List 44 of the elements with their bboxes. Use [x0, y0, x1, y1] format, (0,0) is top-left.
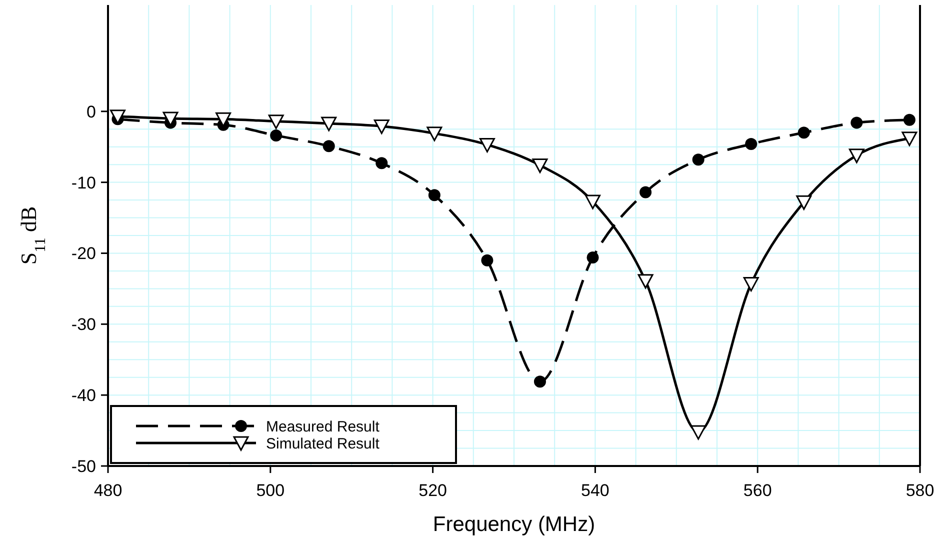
point — [903, 114, 916, 126]
point — [902, 132, 918, 146]
point — [479, 138, 495, 152]
point — [376, 157, 388, 170]
x-tick-label: 540 — [581, 481, 610, 500]
legend-item: Simulated Result — [136, 435, 380, 452]
point — [798, 126, 810, 139]
point — [268, 114, 284, 130]
point — [850, 116, 863, 129]
point — [640, 186, 652, 198]
y-tick-label: -30 — [71, 315, 96, 334]
point — [638, 274, 654, 289]
point — [322, 140, 335, 152]
x-tick-label: 560 — [743, 481, 772, 500]
point — [796, 195, 812, 210]
point — [586, 251, 599, 264]
point — [428, 189, 440, 202]
y-tick-label: -20 — [71, 244, 96, 264]
point — [481, 254, 494, 266]
x-tick-label: 520 — [418, 481, 447, 500]
legend-label: Simulated Result — [266, 435, 380, 452]
point — [321, 116, 337, 132]
y-tick-label: -50 — [71, 456, 96, 476]
point — [848, 148, 864, 164]
x-tick-label: 480 — [94, 481, 122, 500]
y-tick-label: -40 — [71, 386, 96, 406]
x-tick-label: 580 — [906, 481, 934, 500]
point — [743, 276, 759, 292]
point — [532, 158, 548, 174]
point — [426, 126, 442, 142]
point — [270, 130, 282, 142]
point — [534, 376, 546, 388]
point — [216, 112, 232, 127]
x-axis-title: Frequency (MHz) — [432, 513, 596, 536]
point — [745, 138, 758, 150]
point — [374, 120, 390, 134]
point — [690, 425, 706, 440]
point — [692, 154, 704, 166]
point — [585, 194, 601, 210]
y-tick-label: 0 — [86, 102, 96, 122]
legend-item: Measured Result — [136, 418, 380, 436]
x-tick-label: 500 — [256, 481, 285, 500]
legend-label: Measured Result — [266, 418, 380, 436]
y-tick-label: -10 — [71, 173, 96, 192]
